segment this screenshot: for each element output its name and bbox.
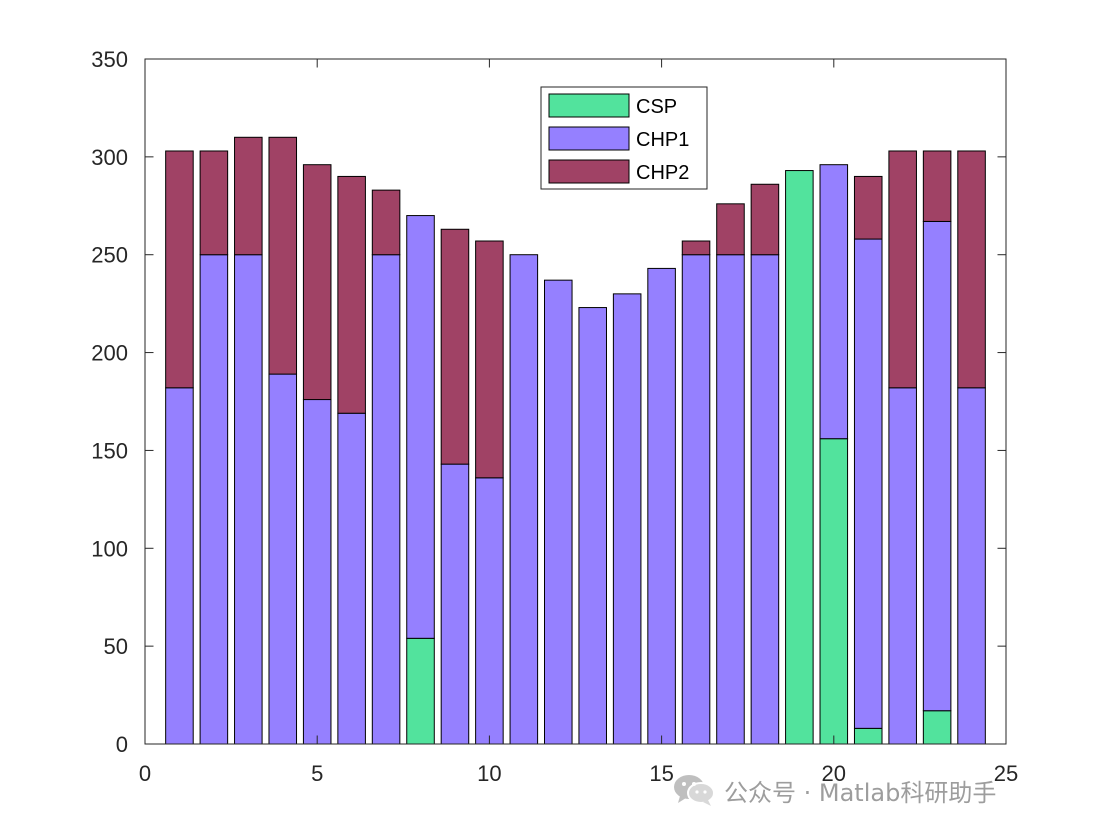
bar-chp1-21	[853, 238, 883, 729]
y-tick-label-0: 0	[116, 732, 128, 757]
bar-chp1-6	[337, 412, 366, 745]
bar-chp1-3	[234, 254, 263, 745]
bar-chp1-2	[199, 254, 229, 745]
bar-chp1-10	[475, 477, 504, 745]
y-tick-label-50: 50	[104, 634, 128, 659]
legend-swatch-chp1	[548, 126, 630, 151]
bar-chp1-1	[165, 387, 194, 745]
legend-label-chp1: CHP1	[636, 129, 689, 151]
bar-chp2-18	[750, 183, 780, 256]
watermark: 公众号 · Matlab科研助手	[672, 770, 996, 810]
bar-chp2-21	[853, 175, 883, 240]
bar-chp2-3	[234, 136, 263, 256]
bar-chp2-23	[922, 150, 952, 222]
bar-chp1-13	[578, 307, 607, 745]
bar-chp1-5	[302, 399, 332, 745]
watermark-text: 公众号 · Matlab科研助手	[724, 778, 997, 807]
bar-chp2-7	[371, 189, 401, 256]
bar-chp1-22	[888, 387, 917, 745]
bar-csp-20	[819, 438, 849, 745]
bar-chp2-2	[199, 150, 229, 256]
y-tick-label-250: 250	[91, 243, 128, 268]
legend-label-csp: CSP	[636, 96, 677, 118]
bar-chp2-1	[165, 150, 194, 389]
bar-chp1-14	[612, 293, 642, 745]
legend-swatch-chp2	[548, 159, 630, 184]
bar-chp2-6	[337, 175, 366, 414]
y-tick-label-100: 100	[91, 536, 128, 561]
bar-csp-8	[406, 637, 435, 745]
bar-chp2-5	[302, 164, 332, 401]
x-tick-label-0: 0	[139, 761, 151, 786]
bar-chp1-17	[716, 254, 745, 745]
bar-chp1-4	[268, 373, 298, 745]
legend-swatch-csp	[548, 93, 630, 118]
bar-chp2-17	[716, 203, 745, 256]
bar-chp1-18	[750, 254, 780, 745]
bar-chp2-9	[440, 228, 470, 465]
bar-chp1-23	[922, 220, 952, 712]
legend: CSP CHP1 CHP2	[540, 86, 708, 190]
bar-chp2-16	[681, 240, 711, 256]
x-tick-label-5: 5	[311, 761, 323, 786]
bar-chp1-20	[819, 164, 849, 440]
y-tick-label-150: 150	[91, 438, 128, 463]
wechat-icon	[674, 775, 715, 806]
x-tick-label-15: 15	[649, 761, 673, 786]
x-tick-label-25: 25	[994, 761, 1018, 786]
bar-chp1-11	[509, 254, 539, 745]
y-tick-label-300: 300	[91, 145, 128, 170]
bar-chp2-22	[888, 150, 917, 389]
bars-group	[165, 136, 986, 745]
bar-chp1-15	[647, 267, 676, 745]
bar-chp2-4	[268, 136, 298, 375]
x-tick-label-10: 10	[477, 761, 501, 786]
axes-box	[144, 58, 1007, 745]
bar-chp1-7	[371, 254, 401, 745]
bar-chp1-8	[406, 215, 435, 639]
x-tick-label-20: 20	[822, 761, 846, 786]
y-tick-label-200: 200	[91, 341, 128, 366]
bar-chp1-24	[957, 387, 986, 745]
bar-chp1-12	[544, 279, 573, 745]
bar-chp1-16	[681, 254, 711, 745]
legend-label-chp2: CHP2	[636, 162, 689, 184]
y-tick-label-350: 350	[91, 47, 128, 72]
bar-csp-23	[922, 710, 952, 745]
bar-csp-19	[785, 170, 814, 745]
bar-chp2-24	[957, 150, 986, 389]
bar-chp2-10	[475, 240, 504, 479]
bar-chp1-9	[440, 463, 470, 745]
bar-csp-21	[853, 727, 883, 745]
